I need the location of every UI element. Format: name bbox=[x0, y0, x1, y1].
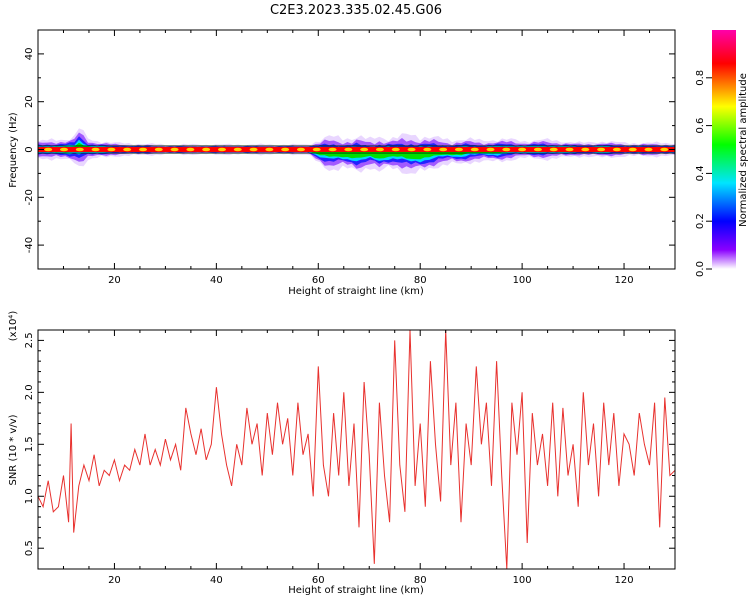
spectrogram-peak-blob bbox=[170, 147, 179, 152]
colorbar-ticks: 0.0 0.2 0.4 0.6 0.8 bbox=[695, 70, 712, 277]
spectrogram-peak-blob bbox=[138, 147, 147, 152]
1-ytick-label: 2.0 bbox=[24, 384, 35, 400]
1-xtick-label: 40 bbox=[210, 575, 223, 586]
colorbar-label: Normalized spectral amplitude bbox=[738, 73, 749, 227]
spectrogram-peak-blob bbox=[296, 147, 305, 152]
snr-ylabel: SNR (10 * v/v) bbox=[8, 414, 19, 485]
spectrogram-peak-blob bbox=[202, 147, 211, 152]
colorbar: 0.0 0.2 0.4 0.6 0.8 Normalized spectral ampl… bbox=[695, 30, 749, 277]
colorbar-tick-label: 0.8 bbox=[695, 70, 706, 86]
colorbar-tick-label: 0.4 bbox=[695, 165, 706, 181]
1-ytick-label: 0.5 bbox=[24, 540, 35, 556]
spectrogram-peak-blob bbox=[612, 147, 621, 152]
1-xtick-label: 60 bbox=[312, 575, 325, 586]
spectrogram-peak-blob bbox=[91, 147, 100, 152]
spectrogram-peak-blob bbox=[375, 147, 384, 152]
spectrogram-peak-blob bbox=[217, 147, 226, 152]
spectrogram-peak-blob bbox=[518, 147, 527, 152]
spectrogram-peak-blob bbox=[233, 147, 242, 152]
spectrogram-peak-blob bbox=[565, 147, 574, 152]
0-xtick-label: 20 bbox=[108, 275, 121, 286]
snr-line-layer bbox=[38, 330, 675, 569]
spectrogram-peak-blob bbox=[328, 147, 337, 152]
0-xtick-label: 40 bbox=[210, 275, 223, 286]
colorbar-gradient bbox=[712, 30, 736, 269]
spectrogram-peak-blob bbox=[44, 147, 53, 152]
1-xtick-label: 100 bbox=[513, 575, 532, 586]
spectrogram-peak-blob bbox=[533, 147, 542, 152]
spectrogram-peak-blob bbox=[549, 147, 558, 152]
spectrogram-peak-blob bbox=[312, 147, 321, 152]
snr-panel: 20 40 60 80 100 120 0.5 1.0 1.5 2.0 2.5 Height of … bbox=[8, 311, 676, 596]
1-xtick-label: 20 bbox=[108, 575, 121, 586]
colorbar-tick-label: 0.0 bbox=[695, 261, 706, 277]
spectrogram-peak-blob bbox=[502, 147, 511, 152]
0-ytick-label: 0 bbox=[24, 146, 35, 152]
spectrogram-peak-blob bbox=[360, 147, 369, 152]
spectrogram-peak-blob bbox=[59, 147, 68, 152]
spectrogram-peak-blob bbox=[407, 147, 416, 152]
0-ytick-label: -20 bbox=[24, 189, 35, 205]
0-ytick-label: 40 bbox=[24, 48, 35, 61]
1-ytick-label: 2.5 bbox=[24, 332, 35, 348]
0-xtick-label: 120 bbox=[614, 275, 633, 286]
spectrogram-heatmap bbox=[38, 128, 675, 174]
spectrogram-peak-blob bbox=[470, 147, 479, 152]
0-ytick-label: -40 bbox=[24, 237, 35, 253]
1-xtick-label: 80 bbox=[414, 575, 427, 586]
spectrogram-xlabel: Height of straight line (km) bbox=[288, 286, 424, 297]
1-ytick-label: 1.5 bbox=[24, 436, 35, 452]
snr-frame bbox=[37, 329, 676, 570]
spectrogram-peak-blob bbox=[628, 147, 637, 152]
colorbar-tick-label: 0.6 bbox=[695, 118, 706, 134]
spectrogram-peak-blob bbox=[154, 147, 163, 152]
snr-xlabel: Height of straight line (km) bbox=[288, 585, 424, 596]
1-ytick-label: 1.0 bbox=[24, 488, 35, 504]
spectrogram-peak-blob bbox=[123, 147, 132, 152]
spectrogram-peak-blob bbox=[439, 147, 448, 152]
spectrogram-peak-blob bbox=[75, 147, 84, 152]
colorbar-tick-label: 0.2 bbox=[695, 213, 706, 229]
spectrogram-peak-blob bbox=[249, 147, 258, 152]
spectrogram-ylabel: Frequency (Hz) bbox=[8, 112, 19, 188]
spectrogram-peak-blob bbox=[660, 147, 669, 152]
spectrogram-peak-blob bbox=[107, 147, 116, 152]
spectrogram-peak-blob bbox=[486, 147, 495, 152]
snr-yscale-label: (x10⁴) bbox=[8, 311, 19, 342]
snr-series-line bbox=[38, 330, 675, 569]
spectrogram-peak-blob bbox=[423, 147, 432, 152]
spectrogram-peak-blob bbox=[344, 147, 353, 152]
0-xtick-label: 100 bbox=[513, 275, 532, 286]
spectrogram-peak-blob bbox=[186, 147, 195, 152]
0-ytick-label: 20 bbox=[24, 95, 35, 108]
spectrogram-peak-blob bbox=[391, 147, 400, 152]
spectrogram-peak-blob bbox=[597, 147, 606, 152]
spectrogram-panel: 20 40 60 80 100 120 -40 -20 0 20 40 Height of stra… bbox=[8, 29, 676, 297]
spectrogram-carrier-line bbox=[38, 147, 675, 152]
figure-title: C2E3.2023.335.02.45.G06 bbox=[270, 3, 442, 18]
spectrogram-peak-blob bbox=[265, 147, 274, 152]
spectrogram-peak-blob bbox=[454, 147, 463, 152]
spectrogram-peak-blob bbox=[644, 147, 653, 152]
0-xtick-label: 60 bbox=[312, 275, 325, 286]
0-xtick-label: 80 bbox=[414, 275, 427, 286]
1-xtick-label: 120 bbox=[614, 575, 633, 586]
spectrogram-peak-blob bbox=[581, 147, 590, 152]
spectrogram-frame bbox=[37, 29, 676, 270]
snr-axes: 20 40 60 80 100 120 0.5 1.0 1.5 2.0 2.5 bbox=[24, 330, 676, 586]
spectrogram-peak-blob bbox=[281, 147, 290, 152]
snr-plot-area bbox=[38, 330, 675, 569]
